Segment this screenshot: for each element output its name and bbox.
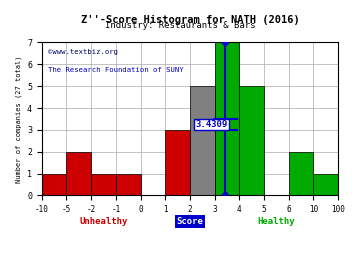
Text: Unhealthy: Unhealthy bbox=[79, 217, 128, 226]
Title: Z''-Score Histogram for NATH (2016): Z''-Score Histogram for NATH (2016) bbox=[81, 15, 299, 25]
Bar bbox=[91, 174, 116, 195]
Bar bbox=[239, 86, 264, 195]
Text: Industry: Restaurants & Bars: Industry: Restaurants & Bars bbox=[105, 21, 255, 30]
Text: 3.4309: 3.4309 bbox=[195, 120, 228, 129]
Text: The Research Foundation of SUNY: The Research Foundation of SUNY bbox=[48, 67, 183, 73]
Bar bbox=[116, 174, 140, 195]
Bar bbox=[67, 152, 91, 195]
Y-axis label: Number of companies (27 total): Number of companies (27 total) bbox=[15, 55, 22, 183]
Bar bbox=[165, 130, 190, 195]
Bar bbox=[313, 174, 338, 195]
Bar bbox=[190, 86, 215, 195]
Text: Score: Score bbox=[176, 217, 203, 226]
Text: Healthy: Healthy bbox=[257, 217, 295, 226]
Bar bbox=[42, 174, 67, 195]
Text: ©www.textbiz.org: ©www.textbiz.org bbox=[48, 49, 118, 55]
Bar bbox=[289, 152, 313, 195]
Bar bbox=[215, 42, 239, 195]
